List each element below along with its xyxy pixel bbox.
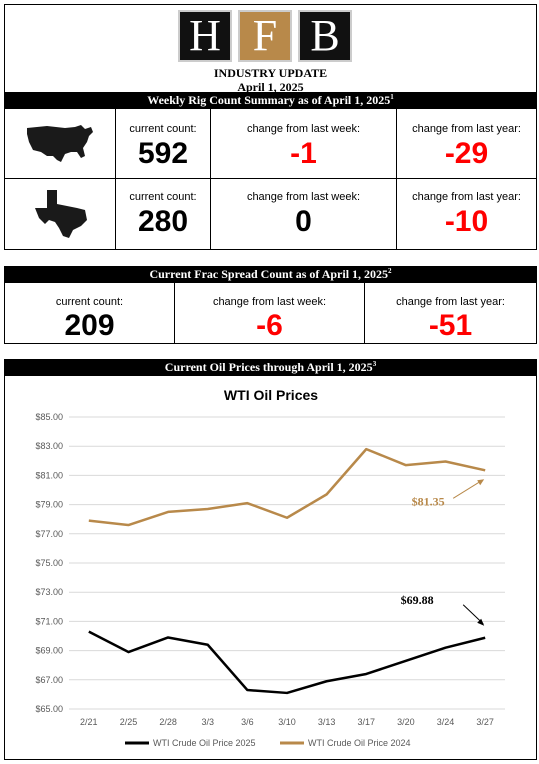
y-tick-label: $77.00 [35,529,63,539]
frac-week-value: -6 [256,309,283,342]
oil-price-chart-box: WTI Oil Prices $65.00 $67.00 $69.00 $71.00 $… [4,375,537,760]
x-tick-label: 2/21 [80,717,98,727]
us-week-label: change from last week: [246,123,361,135]
tx-year-change-cell: change from last year: -10 [397,179,536,249]
x-tick-label: 3/6 [241,717,254,727]
frac-year-change-cell: change from last year: -51 [365,283,536,343]
x-tick-label: 3/20 [397,717,415,727]
region-cell-us [5,109,116,179]
us-current-label: current count: [129,123,197,135]
texas-map-icon [35,190,87,238]
series-line [88,447,486,527]
chart-title: WTI Oil Prices [224,387,318,403]
us-current-count-cell: current count: 592 [116,109,211,179]
x-tick-label: 2/25 [120,717,138,727]
tx-year-value: -10 [444,205,489,238]
y-tick-label: $73.00 [35,587,63,597]
logo-letter-h: H [178,10,232,62]
wti-price-chart: WTI Oil Prices $65.00 $67.00 $69.00 $71.00 $… [35,387,505,748]
tx-week-label: change from last week: [246,191,361,203]
report-date: April 1, 2025 [237,80,304,94]
tx-week-value: 0 [295,205,312,238]
frac-current-value: 209 [64,309,115,342]
frac-week-label: change from last week: [212,296,327,308]
us-week-change-cell: change from last week: -1 [211,109,397,179]
tx-year-label: change from last year: [412,191,521,203]
y-tick-label: $83.00 [35,441,63,451]
frac-current-count-cell: current count: 209 [5,283,175,343]
y-tick-label: $81.00 [35,470,63,480]
tx-week-change-cell: change from last week: 0 [211,179,397,249]
oil-prices-title: Current Oil Prices through April 1, 2025 [164,360,373,374]
oil-prices-title-bar: Current Oil Prices through April 1, 2025… [4,359,537,375]
footnote-marker: 1 [390,93,394,101]
hfb-logo: H F B [178,10,372,62]
us-year-label: change from last year: [412,123,521,135]
region-cell-texas [5,179,116,249]
annotation-arrowhead [477,479,485,486]
x-tick-label: 3/27 [476,717,494,727]
frac-year-value: -51 [428,309,473,342]
frac-spread-title: Current Frac Spread Count as of April 1,… [149,267,389,281]
data-label-2024: $81.35 [412,494,445,508]
y-tick-label: $71.00 [35,616,63,626]
annotation-arrowhead [477,618,485,626]
footnote-marker: 2 [388,267,392,275]
report-header: H F B INDUSTRY UPDATE April 1, 2025 [4,4,537,94]
rig-count-title-bar: Weekly Rig Count Summary as of April 1, … [4,92,537,108]
y-tick-label: $67.00 [35,675,63,685]
legend-label: WTI Crude Oil Price 2024 [308,738,411,748]
frac-spread-title-bar: Current Frac Spread Count as of April 1,… [4,266,537,282]
tx-current-label: current count: [129,191,197,203]
us-current-value: 592 [137,137,189,170]
y-tick-label: $75.00 [35,558,63,568]
x-tick-label: 3/3 [201,717,214,727]
y-tick-label: $69.00 [35,646,63,656]
y-tick-label: $79.00 [35,500,63,510]
x-tick-label: 3/13 [318,717,336,727]
x-tick-label: 2/28 [159,717,177,727]
legend-label: WTI Crude Oil Price 2025 [153,738,256,748]
annotation-arrow [452,479,483,499]
tx-current-count-cell: current count: 280 [116,179,211,249]
x-tick-label: 3/24 [437,717,455,727]
x-tick-label: 3/17 [358,717,376,727]
y-tick-label: $65.00 [35,704,63,714]
logo-letter-b: B [298,10,352,62]
us-year-change-cell: change from last year: -29 [397,109,536,179]
data-label-2025: $69.88 [401,593,434,607]
frac-current-label: current count: [55,296,124,308]
series-line [88,630,486,695]
tx-current-value: 280 [137,205,189,238]
report-title: INDUSTRY UPDATE [213,66,328,80]
x-tick-label: 3/10 [278,717,296,727]
us-year-value: -29 [444,137,489,170]
logo-letter-f: F [238,10,292,62]
us-map-icon [27,125,93,162]
frac-spread-table: current count: 209 change from last week… [4,282,537,344]
frac-year-label: change from last year: [396,296,505,308]
footnote-marker: 3 [372,360,377,368]
frac-week-change-cell: change from last week: -6 [175,283,365,343]
rig-count-title: Weekly Rig Count Summary as of April 1, … [147,93,391,107]
us-week-value: -1 [290,137,317,170]
rig-count-table: current count: 592 change from last week… [4,108,537,250]
y-tick-label: $85.00 [35,412,63,422]
